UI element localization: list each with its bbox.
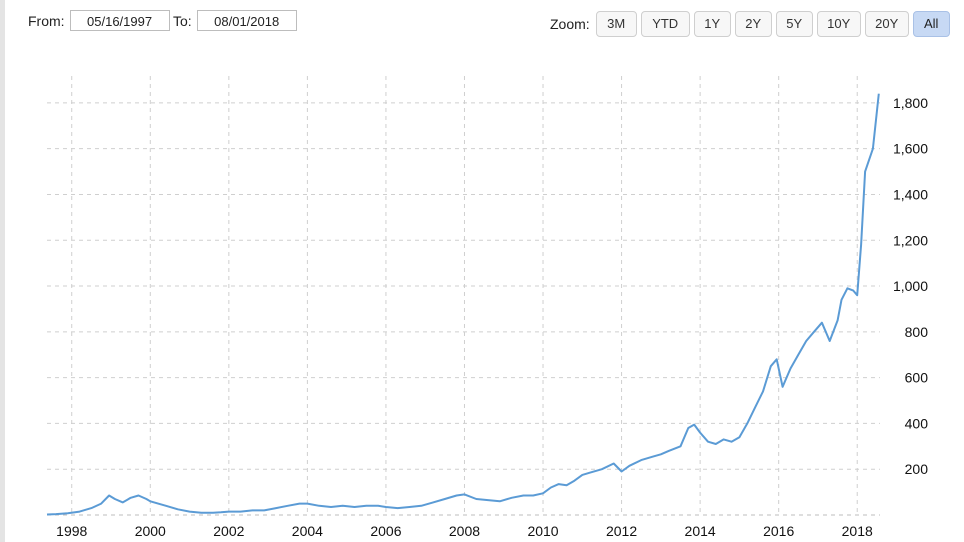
to-label: To: <box>173 12 192 29</box>
zoom-5y-button[interactable]: 5Y <box>775 11 813 37</box>
from-range: From: 05/16/1997 <box>28 10 170 31</box>
zoom-ytd-button[interactable]: YTD <box>640 11 690 37</box>
x-tick-label: 2016 <box>763 523 794 539</box>
from-label: From: <box>28 12 65 29</box>
to-date-input[interactable]: 08/01/2018 <box>196 10 297 31</box>
x-tick-label: 2000 <box>135 523 166 539</box>
y-tick-label: 800 <box>905 324 929 340</box>
x-tick-label: 2004 <box>292 523 323 539</box>
x-tick-label: 2010 <box>527 523 558 539</box>
x-tick-label: 2008 <box>449 523 480 539</box>
x-tick-label: 2018 <box>842 523 873 539</box>
y-tick-label: 600 <box>905 370 929 386</box>
zoom-10y-button[interactable]: 10Y <box>816 11 861 37</box>
y-tick-label: 1,800 <box>893 95 928 111</box>
x-tick-label: 2012 <box>606 523 637 539</box>
range-toolbar: From: 05/16/1997 To: 08/01/2018 Zoom: 3M… <box>0 0 964 44</box>
x-axis-labels: 1998 2000 2002 2004 2006 2008 2010 2012 2014 2016… <box>56 523 873 539</box>
zoom-3m-button[interactable]: 3M <box>595 11 637 37</box>
zoom-20y-button[interactable]: 20Y <box>864 11 909 37</box>
y-tick-label: 1,600 <box>893 141 928 157</box>
y-tick-label: 1,200 <box>893 232 928 248</box>
zoom-1y-button[interactable]: 1Y <box>693 11 731 37</box>
y-tick-label: 200 <box>905 461 929 477</box>
x-tick-label: 2014 <box>685 523 716 539</box>
chart-grid <box>47 76 880 515</box>
to-range: To: 08/01/2018 <box>173 10 297 31</box>
zoom-group: Zoom: 3M YTD 1Y 2Y 5Y 10Y 20Y All <box>550 11 954 37</box>
from-date-input[interactable]: 05/16/1997 <box>69 10 170 31</box>
y-tick-label: 1,000 <box>893 278 928 294</box>
x-tick-label: 1998 <box>56 523 87 539</box>
zoom-2y-button[interactable]: 2Y <box>734 11 772 37</box>
y-axis-labels: 200 400 600 800 1,000 1,200 1,400 1,600 1,800 <box>893 95 928 477</box>
y-tick-label: 400 <box>905 415 929 431</box>
left-border <box>0 0 5 542</box>
zoom-all-button[interactable]: All <box>912 11 950 37</box>
price-series-line <box>46 93 880 516</box>
x-tick-label: 2002 <box>213 523 244 539</box>
x-tick-label: 2006 <box>370 523 401 539</box>
zoom-label: Zoom: <box>550 16 590 32</box>
y-tick-label: 1,400 <box>893 186 928 202</box>
